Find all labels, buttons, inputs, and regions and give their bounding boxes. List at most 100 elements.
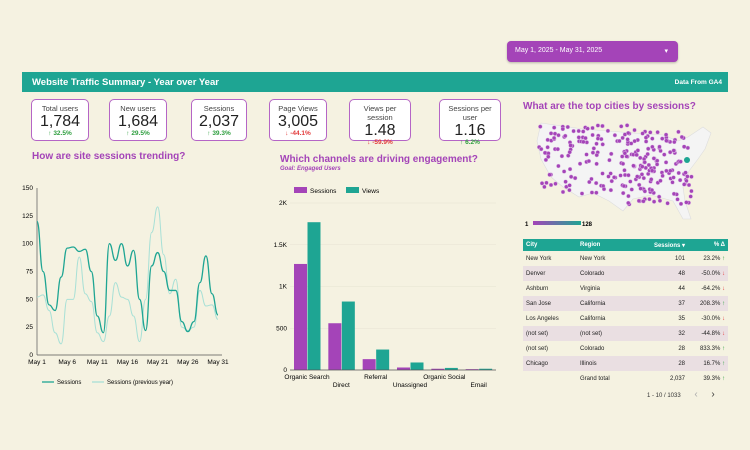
city-dot[interactable] — [542, 150, 548, 156]
bar-views[interactable] — [410, 362, 424, 370]
city-dot[interactable] — [646, 146, 651, 151]
city-dot[interactable] — [626, 130, 631, 136]
city-dot[interactable] — [645, 151, 650, 157]
city-dot[interactable] — [664, 168, 669, 174]
city-dot[interactable] — [672, 139, 677, 145]
city-dot[interactable] — [689, 188, 694, 194]
city-dot[interactable] — [625, 137, 630, 142]
city-dot[interactable] — [606, 174, 611, 179]
city-dot[interactable] — [552, 131, 558, 136]
city-dot[interactable] — [671, 191, 677, 197]
city-dot[interactable] — [676, 170, 681, 176]
bar-views[interactable] — [341, 301, 355, 370]
city-dot[interactable] — [682, 182, 687, 187]
city-dot[interactable] — [649, 177, 654, 182]
city-dot[interactable] — [563, 133, 568, 139]
city-dot[interactable] — [560, 126, 566, 132]
city-dot[interactable] — [565, 124, 570, 130]
city-dot[interactable] — [593, 180, 599, 186]
city-dot[interactable] — [567, 183, 572, 188]
column-header[interactable]: % Δ — [713, 242, 725, 248]
city-dot[interactable] — [586, 158, 592, 164]
city-dot[interactable] — [548, 182, 554, 188]
city-dot[interactable] — [621, 183, 627, 189]
bar-sessions[interactable] — [397, 367, 410, 370]
city-dot[interactable] — [560, 189, 566, 195]
city-dot[interactable] — [576, 128, 581, 134]
city-dot[interactable] — [651, 156, 657, 161]
city-dot[interactable] — [579, 191, 585, 196]
city-dot[interactable] — [584, 152, 589, 157]
city-dot[interactable] — [587, 179, 592, 185]
table-row[interactable]: Denver Colorado 48 -50.0% ↓ — [523, 266, 728, 281]
bar-views[interactable] — [376, 349, 390, 370]
city-dot[interactable] — [545, 137, 550, 143]
city-dot[interactable] — [640, 131, 645, 136]
city-dot[interactable] — [642, 189, 648, 194]
city-dot[interactable] — [619, 124, 624, 129]
city-dot[interactable] — [676, 129, 681, 135]
city-dot[interactable] — [590, 150, 596, 155]
city-dot[interactable] — [605, 128, 611, 134]
city-dot[interactable] — [668, 168, 673, 173]
city-dot-top[interactable] — [684, 157, 690, 163]
city-dot[interactable] — [621, 190, 626, 196]
city-dot[interactable] — [640, 164, 645, 169]
bar-sessions[interactable] — [328, 323, 342, 370]
bar-views[interactable] — [307, 222, 321, 370]
city-dot[interactable] — [650, 136, 655, 141]
city-dot[interactable] — [646, 162, 652, 168]
city-dot[interactable] — [626, 200, 631, 206]
city-dot[interactable] — [607, 157, 612, 163]
table-row[interactable]: Ashburn Virginia 44 -64.2% ↓ — [523, 281, 728, 296]
city-dot[interactable] — [638, 186, 643, 191]
city-dot[interactable] — [654, 162, 660, 167]
next-page-button[interactable]: › — [711, 389, 715, 400]
city-dot[interactable] — [685, 145, 691, 151]
table-row[interactable]: New York New York 101 23.2% ↑ — [523, 251, 728, 266]
city-dot[interactable] — [551, 135, 557, 141]
city-dot[interactable] — [620, 135, 625, 141]
city-dot[interactable] — [594, 152, 599, 158]
city-dot[interactable] — [643, 135, 649, 140]
city-dot[interactable] — [594, 161, 599, 167]
city-dot[interactable] — [679, 134, 685, 140]
city-dot[interactable] — [635, 174, 640, 179]
city-dot[interactable] — [629, 187, 634, 192]
city-dot[interactable] — [600, 142, 605, 147]
city-dot[interactable] — [677, 177, 683, 183]
city-dot[interactable] — [678, 159, 683, 164]
bar-sessions[interactable] — [465, 369, 479, 370]
city-dot[interactable] — [561, 169, 567, 174]
city-dot[interactable] — [688, 194, 693, 199]
city-dot[interactable] — [545, 145, 550, 150]
city-dot[interactable] — [594, 190, 599, 195]
city-dot[interactable] — [618, 173, 623, 178]
city-dot[interactable] — [642, 160, 647, 165]
city-dot[interactable] — [600, 123, 605, 129]
city-dot[interactable] — [667, 149, 673, 155]
city-dot[interactable] — [671, 175, 676, 180]
city-dot[interactable] — [632, 127, 637, 133]
city-dot[interactable] — [663, 160, 669, 165]
city-dot[interactable] — [681, 144, 687, 149]
city-dot[interactable] — [649, 187, 655, 193]
city-dot[interactable] — [634, 152, 639, 158]
city-dot[interactable] — [671, 148, 676, 153]
city-dot[interactable] — [609, 151, 614, 157]
city-dot[interactable] — [609, 178, 614, 184]
city-dot[interactable] — [567, 166, 573, 172]
city-dot[interactable] — [594, 141, 599, 146]
column-header[interactable]: Region — [580, 242, 601, 248]
city-dot[interactable] — [542, 184, 547, 190]
table-row[interactable]: Los Angeles California 35 -30.0% ↓ — [523, 311, 728, 326]
city-dot[interactable] — [648, 130, 653, 135]
city-dot[interactable] — [636, 198, 642, 204]
city-dot[interactable] — [656, 194, 662, 200]
city-dot[interactable] — [641, 199, 646, 204]
city-dot[interactable] — [663, 132, 669, 137]
city-dot[interactable] — [572, 175, 578, 181]
city-dot[interactable] — [649, 168, 655, 173]
city-dot[interactable] — [655, 130, 660, 135]
city-dot[interactable] — [571, 128, 576, 134]
